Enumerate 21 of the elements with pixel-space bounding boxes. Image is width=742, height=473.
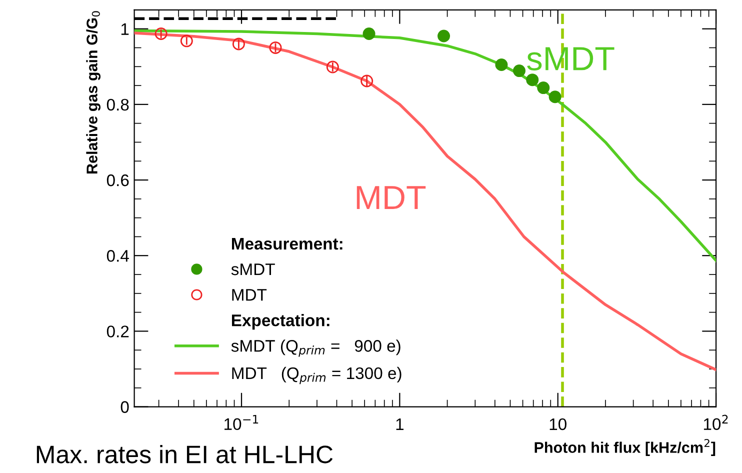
x-tick-label: 10 <box>550 418 566 430</box>
y-tick-label: 0 <box>120 401 129 413</box>
x-tick-label: 10$^{−1}$ <box>224 414 258 430</box>
y-tick-label: 0.2 <box>106 326 129 338</box>
legend-label: sMDT (Q$_{prim}$ = 900 e) <box>231 340 400 357</box>
annotation: sMDT <box>527 47 614 70</box>
y-axis-title: Relative gas gain G/G$_{0}$ <box>86 11 101 174</box>
legend-label: MDT (Q$_{prim}$ = 1300 e) <box>232 366 402 384</box>
y-tick-label: 0.6 <box>106 174 129 186</box>
annotation: MDT <box>356 186 426 210</box>
y-tick-label: 0.8 <box>106 98 129 111</box>
legend-label: MDT <box>232 289 267 301</box>
x-tick-label: 10$^{2}$ <box>704 414 728 430</box>
text: Max. rates in EI at HL-LHC <box>36 444 333 464</box>
x-tick-label: 1 <box>396 418 404 430</box>
x-axis-title: Photon hit flux [kHz/cm$^{2}$] <box>534 438 716 456</box>
annotation: Expectation: <box>232 314 330 330</box>
legend-label: sMDT <box>231 264 275 276</box>
y-tick-label: 0.4 <box>106 250 129 262</box>
annotation: Measurement: <box>232 238 342 250</box>
y-tick-label: 1 <box>121 23 129 35</box>
